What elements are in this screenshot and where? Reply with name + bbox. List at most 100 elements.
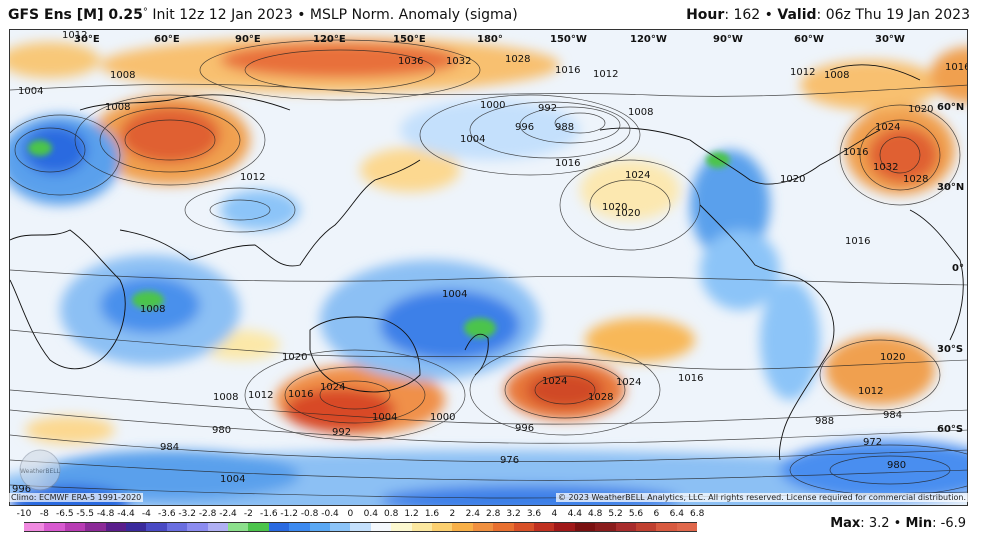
climo-note: Climo: ECMWF ERA-5 1991-2020 [9, 493, 144, 502]
colorbar-swatch [24, 522, 45, 532]
colorbar-tick-label: -3.6 [158, 509, 176, 519]
colorbar-tick-label: -2.4 [219, 509, 237, 519]
colorbar-tick-label: 2.8 [486, 509, 501, 519]
coastlines [10, 64, 964, 461]
colorbar-swatch [44, 522, 65, 532]
min-label: Min [905, 516, 933, 531]
longitude-label: 90°W [713, 34, 743, 45]
isobar-label: 1004 [220, 474, 245, 485]
colorbar-tick-label: -4.4 [117, 509, 135, 519]
colorbar-swatch [146, 522, 167, 532]
isobar-label: 1024 [320, 382, 345, 393]
colorbar-tick-label: -0.4 [321, 509, 339, 519]
separator: • [893, 516, 902, 531]
isobar-label: 1020 [615, 208, 640, 219]
isobar-label: 996 [515, 122, 534, 133]
colorbar-swatch [391, 522, 412, 532]
colorbar-swatch [248, 522, 269, 532]
isobars [10, 39, 967, 499]
valid-value: 06z Thu 19 Jan 2023 [825, 7, 970, 23]
isobar-label: 1012 [790, 67, 815, 78]
colorbar-tick-label: -10 [16, 509, 32, 519]
colorbar-swatch [166, 522, 188, 532]
isobar-label: 1004 [372, 412, 397, 423]
isobar-label: 988 [555, 122, 574, 133]
colorbar-swatch [472, 522, 494, 532]
colorbar-swatch [432, 522, 453, 532]
isobar-label: 1008 [110, 70, 135, 81]
latitude-label: 30°S [937, 344, 963, 355]
colorbar-tick-label: 4 [551, 509, 558, 519]
colorbar-tick-label: -4 [141, 509, 151, 519]
title-right: Hour: 162 • Valid: 06z Thu 19 Jan 2023 [686, 7, 970, 23]
colorbar-tick-label: -0.8 [300, 509, 319, 519]
isobar-label: 1016 [945, 62, 968, 73]
colorbar-tick-label: -3.2 [178, 509, 196, 519]
isobar-label: 1012 [858, 386, 883, 397]
colorbar-swatch [350, 522, 371, 532]
latitude-labels: 60°N 30°N 0° 30°S 60°S [937, 102, 964, 435]
colorbar-swatch [105, 522, 126, 532]
latitude-label: 30°N [937, 182, 964, 193]
colorbar: -10 -8 -6.5 -5.5 -4.8 -4.4 -4 -3.6 -3.2 -2.8 -2.4-… [12, 509, 712, 543]
longitude-label: 150°E [393, 34, 426, 45]
colorbar-swatch [656, 522, 677, 532]
anomaly-shading [10, 37, 967, 505]
longitude-label: 150°W [550, 34, 587, 45]
colorbar-swatch [411, 522, 432, 532]
isobar-label: 1000 [480, 100, 505, 111]
max-label: Max [830, 516, 861, 531]
isobar-label: 1024 [875, 122, 900, 133]
max-value: 3.2 [868, 516, 890, 531]
colorbar-swatch [534, 522, 555, 532]
init-time: Init 12z 12 Jan 2023 [152, 7, 293, 23]
isobar-label: 1036 [398, 56, 423, 67]
longitude-label: 120°W [630, 34, 667, 45]
valid-label: Valid [777, 7, 817, 23]
separator: • [297, 7, 306, 23]
colorbar-tick-label: -2.8 [198, 509, 217, 519]
colorbar-tick-label: 1.6 [424, 509, 440, 519]
isobar-label: 980 [212, 425, 231, 436]
copyright-note: © 2023 WeatherBELL Analytics, LLC. All r… [556, 493, 968, 502]
isobar-label: 1012 [240, 172, 265, 183]
colorbar-tick-label: 6.4 [669, 509, 684, 519]
colorbar-swatch [574, 522, 596, 532]
colorbar-swatch [309, 522, 330, 532]
isobar-label: 1012 [593, 69, 618, 80]
isobar-label: 984 [160, 442, 179, 453]
latitude-label: 60°S [937, 424, 963, 435]
isobar-label: 1024 [616, 377, 641, 388]
isobar-label: 972 [863, 437, 882, 448]
anomaly-map: 1012 1008 1004 1036 1032 1028 1016 1012 … [9, 29, 968, 506]
colorbar-tick-label: 6.8 [690, 509, 705, 519]
isobar-label: 1016 [555, 65, 580, 76]
colorbar-tick-label: 4.8 [588, 509, 603, 519]
isobar-label: 1016 [845, 236, 870, 247]
isobar-label: 1004 [460, 134, 485, 145]
isobar-label: 984 [883, 410, 902, 421]
weatherbell-watermark: WeatherBELL [19, 449, 61, 491]
colorbar-tick-label: 3.6 [526, 509, 542, 519]
isobar-label: 1008 [105, 102, 130, 113]
isobar-label: 1008 [628, 107, 653, 118]
model-name: GFS Ens [M] 0.25 [8, 7, 143, 23]
colorbar-swatch [452, 522, 473, 532]
colorbar-swatch [595, 522, 616, 532]
longitude-label: 180° [477, 34, 503, 45]
colorbar-tick-label: 1.2 [404, 509, 419, 519]
colorbar-swatch [493, 522, 514, 532]
longitude-labels: 30°E 60°E 90°E 120°E 150°E 180° 150°W 12… [74, 34, 905, 45]
colorbar-tick-label: -1.2 [280, 509, 298, 519]
longitude-label: 60°W [794, 34, 824, 45]
latitude-label: 60°N [937, 102, 964, 113]
colorbar-tick-label: 4.4 [567, 509, 582, 519]
field-name: MSLP Norm. Anomaly (sigma) [309, 7, 518, 23]
isobar-label: 996 [515, 423, 534, 434]
isobar-label: 1016 [555, 158, 580, 169]
map-footer: Climo: ECMWF ERA-5 1991-2020 © 2023 Weat… [0, 493, 984, 505]
colorbar-tick-label: 2.4 [465, 509, 480, 519]
isobar-label: 1028 [505, 54, 530, 65]
colorbar-tick-label: -2 [243, 509, 253, 519]
colorbar-swatch [268, 522, 290, 532]
